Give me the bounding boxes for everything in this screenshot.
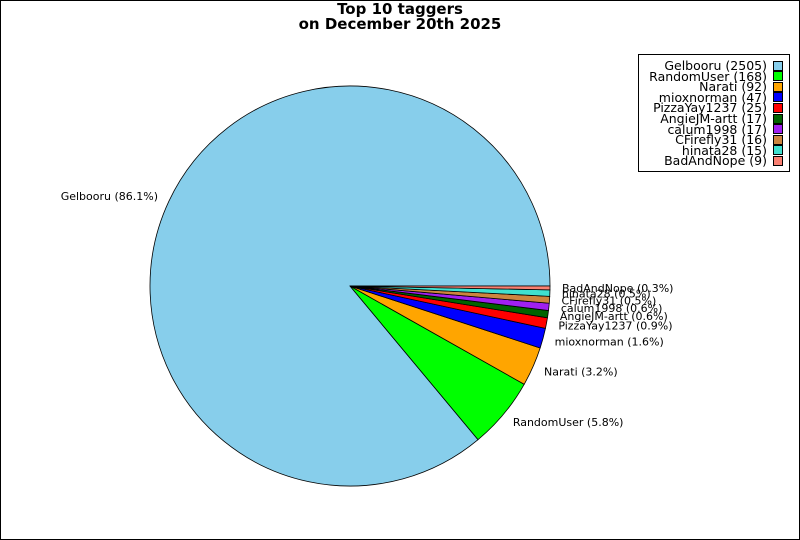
legend-label: calum1998 (17): [667, 121, 767, 137]
chart-title: Top 10 taggers on December 20th 2025: [0, 2, 800, 32]
slice-label-gelbooru: Gelbooru (86.1%): [61, 190, 158, 203]
legend-item-narati: Narati (92): [699, 79, 783, 95]
legend-item-badandnope: BadAndNope (9): [664, 153, 783, 169]
slice-label-narati: Narati (3.2%): [544, 365, 618, 378]
pie-slice-badandnope: [349, 285, 551, 291]
chart-legend: Gelbooru (2505) RandomUser (168) Narati (9…: [638, 54, 790, 172]
legend-swatch: [773, 102, 783, 113]
legend-swatch: [773, 92, 783, 103]
legend-label: Gelbooru (2505): [664, 58, 767, 73]
legend-swatch: [773, 81, 783, 92]
chart-title-line-1: Top 10 taggers: [337, 0, 463, 18]
slice-label-randomuser: RandomUser (5.8%): [513, 416, 624, 429]
legend-label: mioxnorman (47): [658, 89, 767, 105]
slice-label-cfirefly31: CFirefly31 (0.5%): [561, 295, 656, 308]
legend-item-hinata28: hinata28 (15): [681, 142, 783, 158]
legend-label: AngieJM-artt (17): [660, 111, 767, 126]
legend-swatch: [773, 60, 783, 71]
legend-item-gelbooru: Gelbooru (2505): [664, 58, 783, 73]
legend-label: RandomUser (168): [649, 68, 767, 84]
legend-swatch: [773, 155, 783, 166]
slice-label-badandnope: BadAndNope (0.3%): [562, 282, 673, 295]
legend-item-randomuser: RandomUser (168): [649, 68, 783, 84]
legend-swatch: [773, 145, 783, 156]
legend-label: CFirefly31 (16): [675, 132, 767, 148]
legend-label: hinata28 (15): [681, 142, 767, 158]
legend-item-angiejm-artt: AngieJM-artt (17): [660, 111, 783, 126]
legend-swatch: [773, 113, 783, 124]
slice-label-pizzayay1237: PizzaYay1237 (0.9%): [558, 319, 672, 332]
legend-swatch: [773, 71, 783, 82]
legend-item-mioxnorman: mioxnorman (47): [658, 89, 783, 105]
chart-title-line-2: on December 20th 2025: [298, 15, 502, 33]
slice-label-hinata28: hinata28 (0.5%): [562, 288, 651, 301]
slice-label-calum1998: calum1998 (0.6%): [561, 302, 663, 315]
slice-label-mioxnorman: mioxnorman (1.6%): [555, 335, 664, 348]
pie-slice-gelbooru: [149, 85, 551, 487]
legend-label: PizzaYay1237 (25): [653, 100, 767, 116]
legend-item-pizzayay1237: PizzaYay1237 (25): [653, 100, 783, 116]
slice-label-angiejm-artt: AngieJM-artt (0.6%): [560, 310, 668, 323]
legend-item-calum1998: calum1998 (17): [667, 121, 783, 137]
legend-item-cfirefly31: CFirefly31 (16): [675, 132, 783, 148]
legend-swatch: [773, 134, 783, 145]
legend-swatch: [773, 124, 783, 135]
legend-label: Narati (92): [699, 79, 767, 95]
legend-label: BadAndNope (9): [664, 153, 767, 169]
